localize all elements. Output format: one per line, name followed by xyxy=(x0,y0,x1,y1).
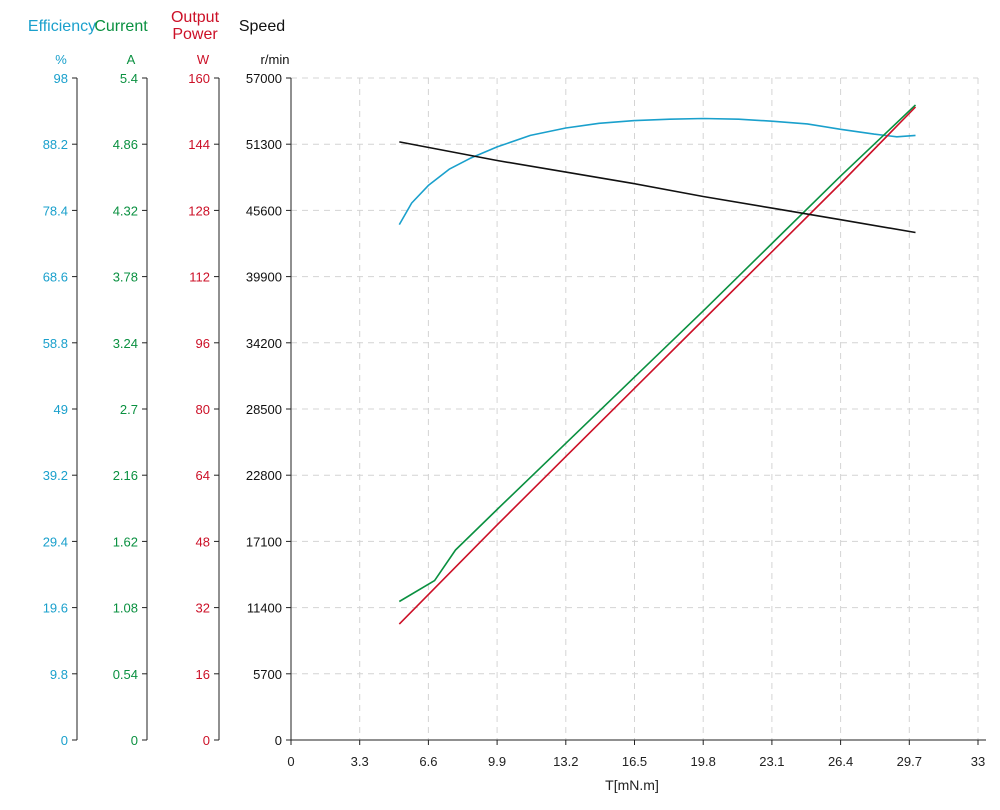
x-tick-label: 0 xyxy=(287,754,294,769)
current-unit: A xyxy=(127,52,136,67)
efficiency-tick-label: 9.8 xyxy=(50,667,68,682)
output_power-curve xyxy=(398,106,917,625)
efficiency-tick-label: 88.2 xyxy=(43,137,68,152)
current-tick-label: 2.7 xyxy=(120,402,138,417)
x-axis-label: T[mN.m] xyxy=(605,777,659,793)
speed-tick-label: 22800 xyxy=(246,468,282,483)
speed-curve xyxy=(399,141,916,234)
output_power-tick-label: 160 xyxy=(188,71,210,86)
efficiency-unit: % xyxy=(55,52,67,67)
x-tick-label: 3.3 xyxy=(351,754,369,769)
current-tick-label: 1.08 xyxy=(113,601,138,616)
current-tick-label: 4.32 xyxy=(113,203,138,218)
efficiency-tick-label: 58.8 xyxy=(43,336,68,351)
current-tick-label: 5.4 xyxy=(120,71,138,86)
output_power-tick-label: 0 xyxy=(203,733,210,748)
efficiency-tick-label: 98 xyxy=(54,71,68,86)
grid-layer xyxy=(291,77,979,740)
output_power-header: Output xyxy=(171,9,220,26)
x-tick-label: 26.4 xyxy=(828,754,853,769)
efficiency-tick-label: 49 xyxy=(54,402,68,417)
x-tick-label: 6.6 xyxy=(419,754,437,769)
efficiency-tick-label: 19.6 xyxy=(43,601,68,616)
speed-tick-label: 28500 xyxy=(246,402,282,417)
efficiency-curve xyxy=(398,117,916,225)
current-tick-label: 0.54 xyxy=(113,667,138,682)
x-tick-label: 23.1 xyxy=(759,754,784,769)
current-tick-label: 3.78 xyxy=(113,270,138,285)
output_power-tick-label: 128 xyxy=(188,203,210,218)
efficiency-tick-label: 68.6 xyxy=(43,270,68,285)
current-curve xyxy=(398,104,917,603)
x-tick-label: 16.5 xyxy=(622,754,647,769)
x-tick-label: 19.8 xyxy=(691,754,716,769)
output_power-tick-label: 64 xyxy=(196,468,210,483)
output_power-tick-label: 96 xyxy=(196,336,210,351)
output_power-unit: W xyxy=(197,52,210,67)
current-tick-label: 1.62 xyxy=(113,534,138,549)
efficiency-tick-label: 0 xyxy=(61,733,68,748)
current-tick-label: 2.16 xyxy=(113,468,138,483)
speed-tick-label: 51300 xyxy=(246,137,282,152)
x-tick-label: 29.7 xyxy=(897,754,922,769)
speed-tick-label: 57000 xyxy=(246,71,282,86)
output_power-tick-label: 48 xyxy=(196,534,210,549)
efficiency-tick-label: 78.4 xyxy=(43,203,68,218)
speed-tick-label: 17100 xyxy=(246,534,282,549)
speed-unit: r/min xyxy=(261,52,290,67)
current-header: Current xyxy=(94,18,148,35)
efficiency-header: Efficiency xyxy=(28,18,96,35)
speed-tick-label: 5700 xyxy=(253,667,282,682)
speed-tick-label: 45600 xyxy=(246,203,282,218)
speed-tick-label: 39900 xyxy=(246,270,282,285)
efficiency-tick-label: 29.4 xyxy=(43,534,68,549)
x-tick-label: 13.2 xyxy=(553,754,578,769)
output_power-tick-label: 112 xyxy=(189,270,210,285)
current-tick-label: 3.24 xyxy=(113,336,138,351)
output_power-tick-label: 16 xyxy=(196,667,210,682)
speed-tick-label: 0 xyxy=(275,733,282,748)
x-tick-label: 9.9 xyxy=(488,754,506,769)
output_power-tick-label: 144 xyxy=(188,137,210,152)
current-tick-label: 0 xyxy=(131,733,138,748)
current-tick-label: 4.86 xyxy=(113,137,138,152)
series-layer xyxy=(398,104,917,625)
speed-header: Speed xyxy=(239,18,285,35)
output_power-tick-label: 80 xyxy=(196,402,210,417)
axes-layer: 0 3.3 6.6 9.9 13.2 16.5 19.8 23.1 26.4 29.7 33 0 9.8… xyxy=(28,9,986,769)
speed-tick-label: 11400 xyxy=(247,601,282,616)
efficiency-tick-label: 39.2 xyxy=(43,468,68,483)
output_power-tick-label: 32 xyxy=(196,601,210,616)
speed-tick-label: 34200 xyxy=(246,336,282,351)
output_power-header: Power xyxy=(172,26,218,43)
x-tick-label: 33 xyxy=(971,754,985,769)
